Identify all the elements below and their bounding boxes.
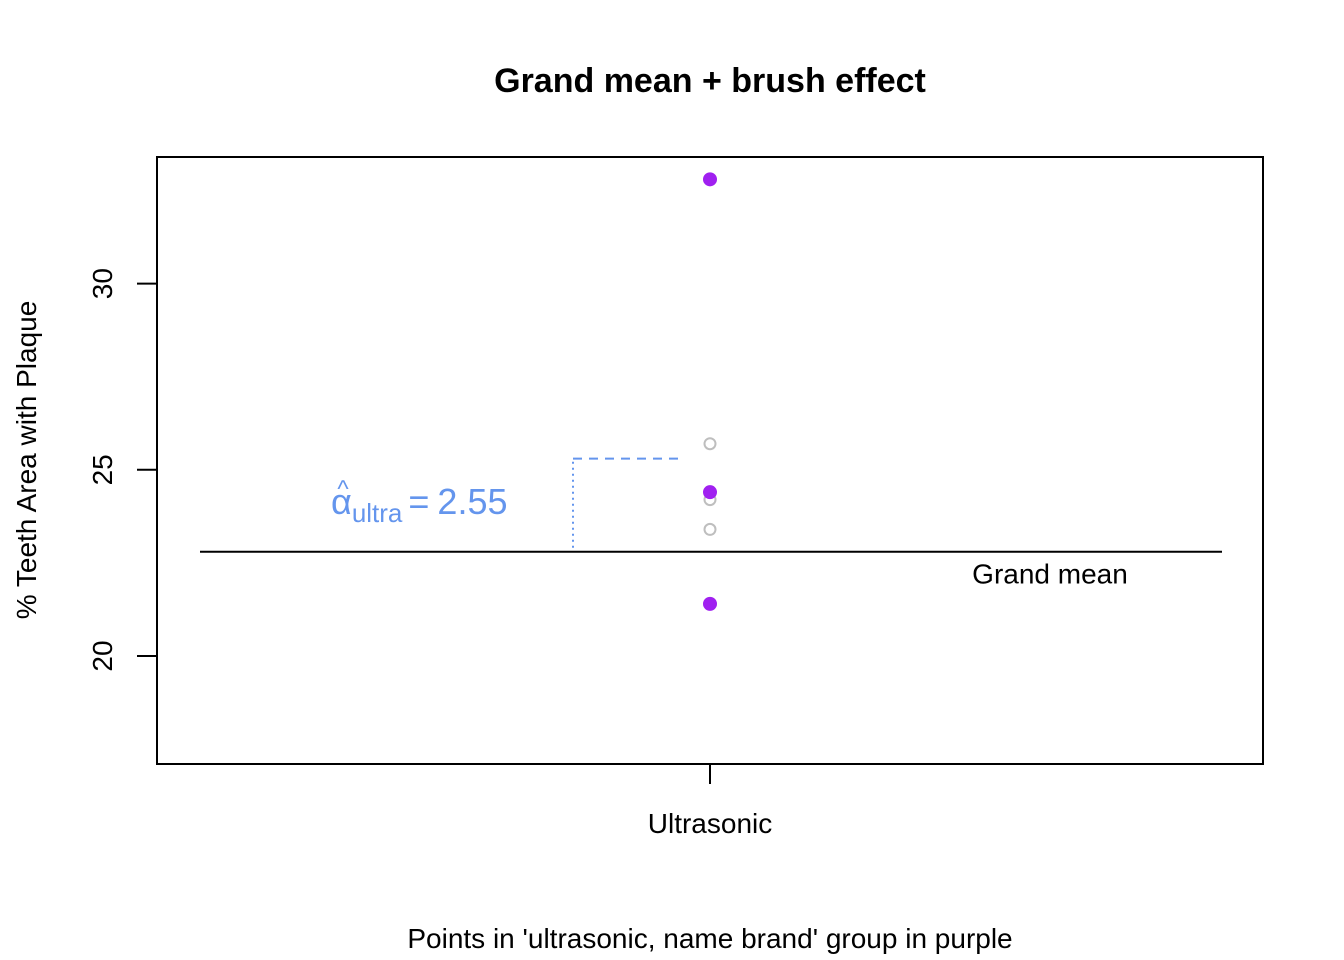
y-axis-label: % Teeth Area with Plaque	[11, 301, 42, 620]
y-tick-label: 25	[87, 454, 118, 485]
data-point-purple	[703, 172, 717, 187]
data-point-gray	[703, 437, 717, 451]
effect-equals: =	[408, 481, 429, 522]
data-points	[703, 172, 717, 611]
x-axis-caption: Points in 'ultrasonic, name brand' group…	[407, 923, 1012, 954]
effect-symbol: α	[331, 481, 352, 522]
effect-equation: αultra = 2.55	[331, 481, 508, 528]
x-axis: Ultrasonic	[648, 764, 772, 839]
effect-marker: ^ αultra = 2.55	[331, 457, 680, 548]
grand-mean-label: Grand mean	[972, 559, 1128, 590]
data-point-gray	[703, 522, 717, 536]
y-tick-label: 30	[87, 268, 118, 299]
chart-title: Grand mean + brush effect	[494, 62, 926, 100]
plot-frame	[156, 156, 1264, 765]
y-tick-label: 20	[87, 640, 118, 671]
x-tick-label: Ultrasonic	[648, 808, 772, 839]
effect-hat: ^	[337, 476, 349, 503]
effect-value: 2.55	[437, 481, 507, 522]
y-axis: 20 25 30	[87, 268, 157, 672]
effect-annotation: ^ αultra = 2.55	[331, 476, 508, 528]
grand-mean: Grand mean	[200, 550, 1222, 590]
data-point-purple	[703, 485, 717, 500]
effect-subscript: ultra	[352, 498, 403, 528]
data-point-purple	[703, 596, 717, 611]
